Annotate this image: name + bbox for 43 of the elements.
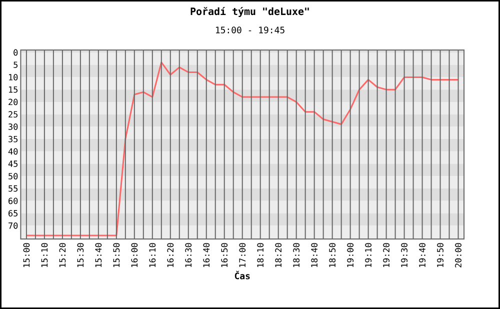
y-tick-label: 5 bbox=[14, 62, 18, 68]
y-tick-label: 20 bbox=[8, 98, 18, 106]
x-tick-label: 15:30 bbox=[77, 243, 84, 267]
x-tick-label: 19:30 bbox=[401, 243, 408, 267]
x-tick-label: 16:50 bbox=[221, 243, 228, 267]
y-tick-label: 40 bbox=[8, 148, 18, 155]
x-tick-label: 19:00 bbox=[347, 243, 354, 267]
x-tick-label: 18:50 bbox=[329, 243, 336, 267]
x-tick-label: 15:20 bbox=[59, 243, 66, 267]
x-tick-label: 15:00 bbox=[23, 243, 30, 267]
x-tick-label: 19:50 bbox=[437, 243, 444, 267]
y-tick-label: 60 bbox=[8, 198, 18, 204]
x-tick-label: 18:30 bbox=[293, 243, 300, 267]
x-tick-label: 16:20 bbox=[167, 243, 174, 267]
x-tick-label: 19:10 bbox=[365, 243, 372, 267]
y-tick-label: 0 bbox=[14, 49, 18, 56]
x-tick-label: 15:50 bbox=[113, 243, 120, 267]
x-tick-label: 16:30 bbox=[185, 243, 192, 267]
x-tick-label: 16:10 bbox=[149, 243, 156, 267]
x-tick-label: 16:00 bbox=[131, 243, 138, 267]
y-tick-label: 45 bbox=[8, 160, 18, 167]
y-tick-label: 10 bbox=[9, 74, 18, 80]
x-tick-label: 18:40 bbox=[311, 243, 318, 267]
x-tick-label: 15:40 bbox=[95, 243, 102, 267]
chart-subtitle: 15:00 - 19:45 bbox=[216, 26, 284, 34]
y-tick-label: 65 bbox=[8, 210, 18, 216]
y-tick-label: 70 bbox=[8, 222, 18, 229]
x-tick-label: 15:10 bbox=[41, 243, 48, 267]
x-tick-label: 20:00 bbox=[455, 243, 462, 268]
x-tick-label: 18:10 bbox=[257, 243, 264, 267]
x-tick-label: 18:20 bbox=[275, 243, 282, 267]
x-tick-label: 16:40 bbox=[203, 243, 210, 267]
x-axis-title: Čas bbox=[234, 270, 250, 280]
x-tick-label: 17:00 bbox=[239, 243, 246, 267]
x-tick-label: 19:40 bbox=[419, 243, 426, 267]
y-tick-label: 30 bbox=[8, 123, 18, 130]
y-tick-label: 55 bbox=[8, 185, 18, 192]
y-tick-label: 25 bbox=[8, 111, 18, 118]
x-tick-label: 19:20 bbox=[383, 243, 390, 267]
y-tick-label: 15 bbox=[9, 86, 18, 93]
y-tick-label: 35 bbox=[8, 136, 18, 142]
chart-title: Pořadí týmu "deLuxe" bbox=[190, 6, 309, 18]
y-tick-label: 50 bbox=[8, 172, 18, 180]
